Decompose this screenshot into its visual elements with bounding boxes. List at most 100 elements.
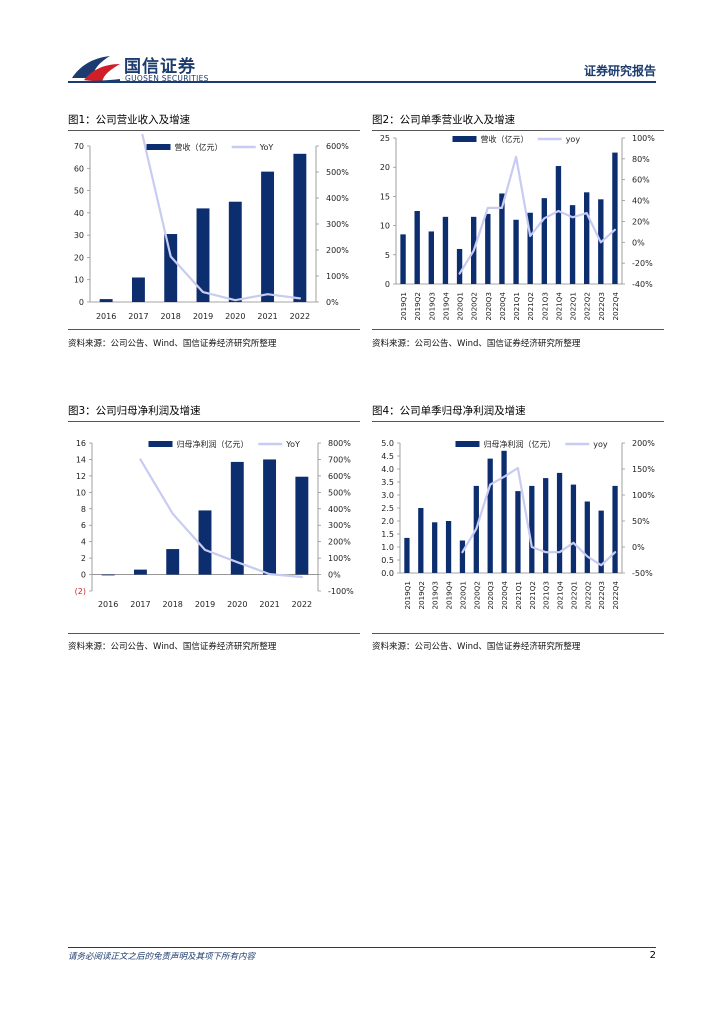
x-tick-label: 2019Q3 bbox=[427, 292, 436, 321]
bar-2020Q3 bbox=[485, 213, 491, 284]
figure-4-source: 资料来源：公司公告、Wind、国信证券经济研究所整理 bbox=[372, 642, 581, 652]
yoy-line bbox=[461, 466, 617, 567]
legend-bar-label: 营收（亿元） bbox=[481, 134, 529, 144]
left-tick-label: 10 bbox=[76, 488, 86, 497]
legend-bar-swatch bbox=[148, 441, 173, 447]
bar-2021 bbox=[261, 171, 275, 302]
figure-4-title-rule bbox=[372, 421, 664, 422]
bar-2022Q3 bbox=[598, 510, 604, 573]
bar-2020Q1 bbox=[456, 248, 463, 284]
x-tick-label: 2019 bbox=[193, 312, 213, 321]
right-tick-label: 600% bbox=[328, 472, 351, 481]
right-tick-label: 500% bbox=[328, 488, 351, 497]
left-tick-label: 12 bbox=[76, 472, 86, 481]
footer-disclaimer: 请务必阅读正文之后的免责声明及其项下所有内容 bbox=[68, 952, 256, 962]
bar-2017 bbox=[133, 569, 147, 575]
bar-2021 bbox=[263, 459, 277, 575]
bar-2020 bbox=[230, 461, 244, 575]
left-tick-label: 5.0 bbox=[381, 439, 394, 448]
left-tick-label: 4.0 bbox=[381, 465, 394, 474]
right-tick-label: 100% bbox=[326, 272, 349, 281]
figure-1-chart: 0 10 20 30 40 50 60 70 0% 100% 200% 300% 400% 500% 600… bbox=[74, 134, 349, 321]
legend-bar-swatch bbox=[452, 136, 477, 142]
figure-2-title: 图2：公司单季营业收入及增速 bbox=[372, 114, 516, 126]
right-tick-label: 400% bbox=[326, 194, 349, 203]
left-tick-label: 0 bbox=[79, 298, 84, 307]
x-tick-label: 2020Q1 bbox=[458, 581, 467, 610]
x-tick-label: 2021Q1 bbox=[512, 292, 521, 321]
x-tick-label: 2021Q2 bbox=[528, 581, 537, 610]
x-tick-label: 2020 bbox=[227, 600, 247, 609]
x-tick-label: 2022Q1 bbox=[569, 292, 578, 321]
left-tick-label: 5 bbox=[385, 251, 390, 260]
x-tick-label: 2022Q4 bbox=[611, 581, 620, 610]
x-tick-label: 2022Q4 bbox=[611, 292, 620, 321]
right-tick-label: 500% bbox=[326, 168, 349, 177]
figure-2-source: 资料来源：公司公告、Wind、国信证券经济研究所整理 bbox=[372, 339, 581, 349]
bar-2022Q2 bbox=[584, 501, 590, 573]
x-tick-label: 2022Q3 bbox=[597, 581, 606, 610]
left-tick-label: 25 bbox=[380, 134, 390, 143]
page-number: 2 bbox=[649, 950, 656, 961]
left-tick-label: 8 bbox=[81, 505, 86, 514]
bar-2021Q4 bbox=[555, 166, 562, 284]
left-tick-label: 40 bbox=[74, 209, 84, 218]
x-tick-label: 2020Q3 bbox=[486, 581, 495, 610]
x-tick-label: 2019Q2 bbox=[417, 581, 426, 610]
figure-1-source: 资料来源：公司公告、Wind、国信证券经济研究所整理 bbox=[68, 339, 277, 349]
figure-1-title: 图1：公司营业收入及增速 bbox=[68, 114, 191, 126]
right-tick-label: -20% bbox=[632, 259, 653, 268]
right-tick-label: 300% bbox=[328, 521, 351, 530]
footer-rule bbox=[68, 947, 656, 948]
report-type-label: 证券研究报告 bbox=[583, 64, 656, 78]
left-tick-label: 14 bbox=[76, 455, 86, 464]
bar-2020Q4 bbox=[499, 193, 505, 284]
x-tick-label: 2016 bbox=[98, 600, 118, 609]
left-tick-label: 2 bbox=[81, 554, 86, 563]
bar-2019 bbox=[196, 208, 210, 302]
right-tick-label: 400% bbox=[328, 505, 351, 514]
x-tick-label: 2019Q2 bbox=[413, 292, 422, 321]
bar-2019Q1 bbox=[400, 234, 406, 284]
bar-2017 bbox=[131, 277, 145, 302]
bar-2022Q4 bbox=[612, 485, 618, 573]
x-tick-label: 2022Q1 bbox=[569, 581, 578, 610]
bar-2019 bbox=[198, 510, 212, 575]
x-tick-label: 2021Q4 bbox=[554, 292, 563, 321]
right-tick-label: 200% bbox=[328, 538, 351, 547]
figure-2-chart: 0 5 10 15 20 25 -40% -20% 0% 20% 40% 60% 80% 100% 2019… bbox=[380, 134, 655, 321]
x-tick-label: 2018 bbox=[161, 312, 181, 321]
logo-english-name: GUOSEN SECURITIES bbox=[125, 74, 209, 83]
bar-2021Q4 bbox=[556, 472, 563, 573]
bar-2021Q2 bbox=[527, 212, 533, 284]
left-tick-label: 1.5 bbox=[381, 530, 394, 539]
legend-line-label: YoY bbox=[285, 440, 300, 449]
left-tick-label: 3.0 bbox=[381, 491, 394, 500]
figure-4-title: 图4：公司单季归母净利润及增速 bbox=[372, 405, 526, 417]
bar-2019Q2 bbox=[414, 211, 420, 284]
bar-2018 bbox=[164, 234, 178, 302]
figure-1-panel: 图1：公司营业收入及增速 0 10 20 30 40 50 60 70 0% 100% 200% 30… bbox=[68, 112, 360, 352]
right-tick-label: -40% bbox=[632, 280, 653, 289]
x-tick-label: 2020Q3 bbox=[484, 292, 493, 321]
yoy-line bbox=[139, 458, 303, 579]
left-tick-label: 0 bbox=[81, 571, 86, 580]
x-tick-label: 2021 bbox=[259, 600, 279, 609]
bar-2016 bbox=[101, 574, 115, 576]
bar-2020Q3 bbox=[487, 458, 493, 573]
x-tick-label: 2019Q4 bbox=[445, 581, 454, 610]
bar-2022Q1 bbox=[569, 205, 576, 284]
x-tick-label: 2020Q1 bbox=[456, 292, 465, 321]
bar-2019Q3 bbox=[432, 522, 438, 573]
bar-2022Q1 bbox=[570, 484, 577, 573]
x-tick-label: 2019Q4 bbox=[441, 292, 450, 321]
right-tick-label: 60% bbox=[632, 176, 650, 185]
bar-2019Q1 bbox=[404, 537, 410, 573]
x-tick-label: 2019Q1 bbox=[399, 292, 408, 321]
bar-2019Q2 bbox=[418, 508, 424, 573]
right-tick-label: 100% bbox=[632, 491, 655, 500]
right-tick-label: 100% bbox=[632, 134, 655, 143]
x-tick-label: 2021Q4 bbox=[556, 581, 565, 610]
x-tick-label: 2019 bbox=[195, 600, 215, 609]
x-tick-label: 2021 bbox=[257, 312, 277, 321]
